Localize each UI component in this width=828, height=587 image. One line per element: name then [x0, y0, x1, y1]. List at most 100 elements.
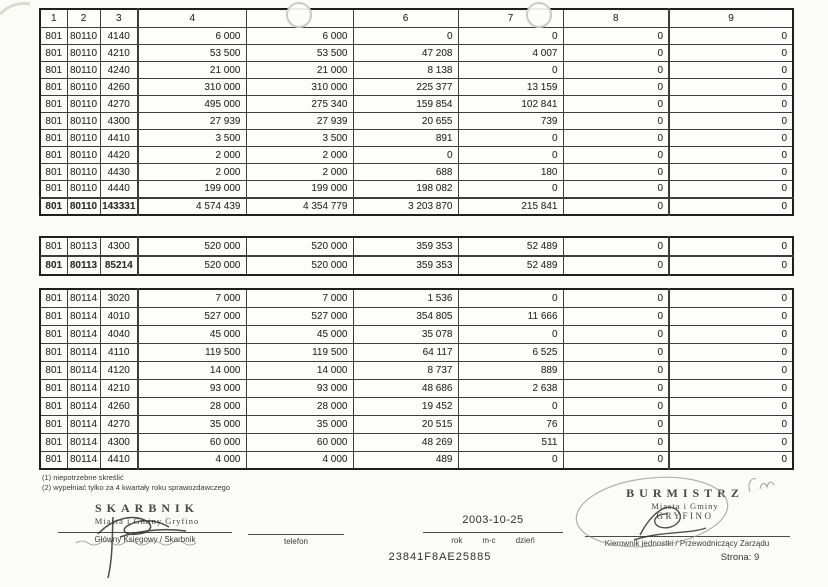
cell: 0: [562, 378, 670, 398]
cell: 119 500: [137, 342, 247, 362]
cell: 2 000: [137, 146, 247, 164]
cell: 2 000: [245, 163, 354, 181]
cell: 0: [668, 27, 794, 45]
cell: 93 000: [245, 378, 354, 398]
cell: 4410: [99, 129, 139, 147]
left-signature-line: [58, 532, 232, 533]
cell: 0: [562, 324, 670, 344]
cell: 0: [562, 61, 670, 79]
cell: 4 000: [137, 450, 247, 470]
cell: 20 515: [352, 414, 459, 434]
table-row: 801 80114 4040 45 000 45 000 35 078 0 0 0: [39, 324, 794, 344]
column-header: 2: [66, 8, 101, 28]
cell: 3 500: [245, 129, 354, 147]
cell: 80114: [66, 342, 101, 362]
cell: 4 000: [245, 450, 354, 470]
table-row: 801 80110 4270 495 000 275 340 159 854 102 841…: [39, 95, 794, 113]
table-row: 801 80113 4300 520 000 520 000 359 353 52 489 0…: [39, 236, 794, 257]
cell: 6 000: [137, 27, 247, 45]
document-code: 23841F8AE25885: [388, 551, 492, 563]
cell: 64 117: [352, 342, 459, 362]
cell: 14 000: [245, 360, 354, 380]
cell: 4140: [99, 27, 139, 45]
cell: 0: [668, 450, 794, 470]
cell: 0: [668, 196, 794, 215]
cell: 0: [457, 61, 564, 79]
cell: 8 138: [352, 61, 459, 79]
cell: 0: [668, 78, 794, 96]
cell: 0: [352, 27, 459, 45]
cell: 520 000: [245, 236, 354, 257]
table-row: 801 80110 4260 310 000 310 000 225 377 13 159 0…: [39, 78, 794, 96]
table-row: 801 80114 4010 527 000 527 000 354 805 11 666 0…: [39, 306, 794, 326]
skarbnik-stamp: SKARBNIK Miasta i Gminy Gryfino: [62, 501, 232, 526]
right-signature-line: [585, 536, 790, 537]
cell: 0: [562, 112, 670, 130]
cell: 93 000: [137, 378, 247, 398]
burmistrz-stamp-subtitle: Miasta i Gminy: [651, 501, 719, 511]
left-role-label: Główny Księgowy / Skarbnik: [94, 535, 196, 544]
cell: 180: [457, 163, 564, 181]
skarbnik-stamp-subtitle: Miasta i Gminy Gryfino: [94, 516, 200, 526]
cell: 0: [562, 342, 670, 362]
cell: 0: [562, 129, 670, 147]
cell: 4 574 439: [137, 196, 247, 215]
table-row: 801 80114 4410 4 000 4 000 489 0 0 0: [39, 450, 794, 470]
cell: 0: [457, 450, 564, 470]
cell: 80110: [66, 112, 101, 130]
cell: 310 000: [245, 78, 354, 96]
cell: 53 500: [137, 44, 247, 62]
cell: 801: [39, 236, 68, 257]
cell: 275 340: [245, 95, 354, 113]
cell: 0: [562, 146, 670, 164]
cell: 0: [668, 324, 794, 344]
cell: 4410: [99, 450, 139, 470]
cell: 0: [668, 360, 794, 380]
total-row: 801 80110 143331 4 574 439 4 354 779 3 203 87…: [39, 196, 794, 215]
cell: 801: [39, 342, 68, 362]
cell: 0: [562, 288, 670, 308]
cell: 80114: [66, 378, 101, 398]
phone-line: [248, 534, 344, 535]
cell: 3 500: [137, 129, 247, 147]
cell: 0: [457, 146, 564, 164]
table-row: 801 80114 4210 93 000 93 000 48 686 2 638 0 0: [39, 378, 794, 398]
cell: 0: [668, 163, 794, 181]
cell: 0: [668, 342, 794, 362]
cell: 0: [668, 129, 794, 147]
column-header: 6: [352, 8, 459, 28]
cell: 4260: [99, 78, 139, 96]
hole-punch: [526, 2, 552, 28]
cell: 225 377: [352, 78, 459, 96]
cell: 35 000: [137, 414, 247, 434]
cell: 4300: [99, 432, 139, 452]
cell: 80110: [66, 61, 101, 79]
cell: 0: [457, 180, 564, 198]
cell: 80114: [66, 414, 101, 434]
cell: 801: [39, 288, 68, 308]
column-header: 8: [562, 8, 670, 28]
cell: 52 489: [457, 255, 564, 276]
cell: 0: [668, 255, 794, 276]
burmistrz-stamp-title: BURMISTRZ: [626, 486, 744, 500]
cell: 0: [562, 255, 670, 276]
cell: 688: [352, 163, 459, 181]
cell: 801: [39, 360, 68, 380]
cell: 4260: [99, 396, 139, 416]
table-row: 801 80114 3020 7 000 7 000 1 536 0 0 0: [39, 288, 794, 308]
table-row: 801 80110 4140 6 000 6 000 0 0 0 0: [39, 27, 794, 45]
cell: 53 500: [245, 44, 354, 62]
table-row: 801 80114 4110 119 500 119 500 64 117 6 525 0 0: [39, 342, 794, 362]
cell: 0: [562, 306, 670, 326]
cell: 215 841: [457, 196, 564, 215]
footnote-2: (2) wypełniać tylko za 4 kwartały roku s…: [42, 482, 230, 492]
corner-smudge-mark: [0, 2, 31, 16]
cell: 891: [352, 129, 459, 147]
date-label-year: rok: [451, 536, 463, 545]
cell: 4430: [99, 163, 139, 181]
cell: 0: [668, 396, 794, 416]
cell: 2 000: [137, 163, 247, 181]
cell: 1 536: [352, 288, 459, 308]
cell: 7 000: [245, 288, 354, 308]
